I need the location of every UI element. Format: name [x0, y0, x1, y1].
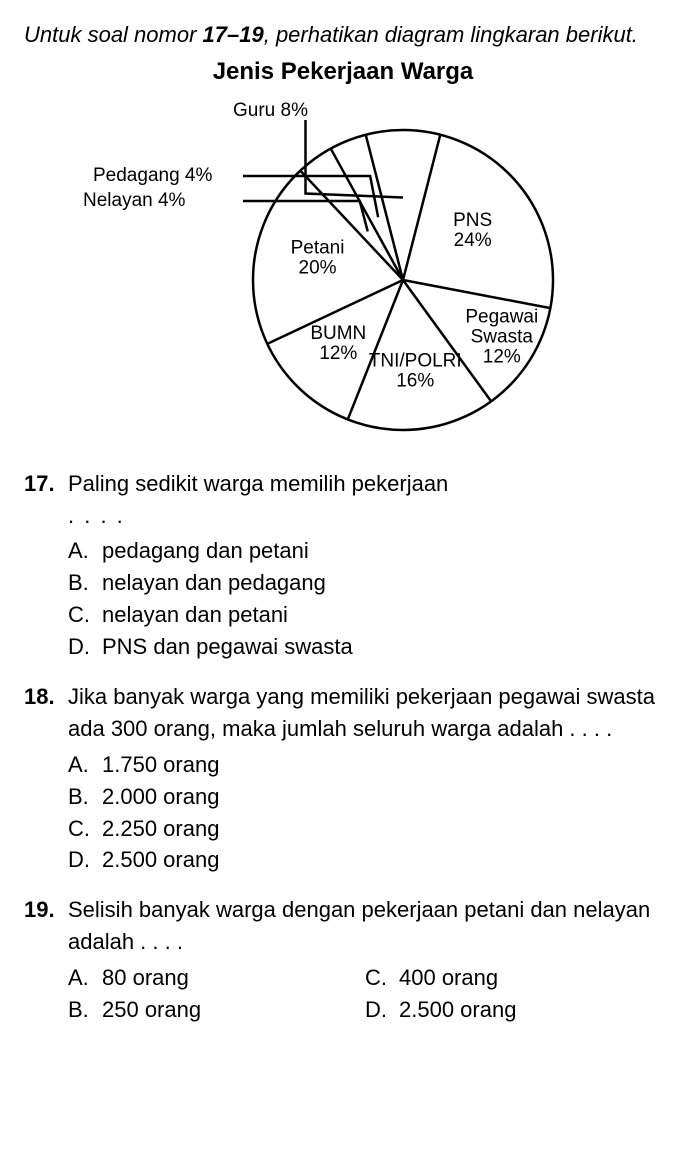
question-number: 17.	[24, 468, 68, 500]
options: A.80 orangB.250 orangC.400 orangD.2.500 …	[68, 962, 662, 1026]
instruction-text: Untuk soal nomor 17–19, perhatikan diagr…	[24, 20, 662, 50]
question-number: 18.	[24, 681, 68, 745]
option-text: 2.500 orang	[399, 994, 662, 1026]
instruction-pre: Untuk soal nomor	[24, 22, 203, 47]
option-text: PNS dan pegawai swasta	[102, 631, 662, 663]
option-d: D.2.500 orang	[365, 994, 662, 1026]
option-a: A.pedagang dan petani	[68, 535, 662, 567]
slice-label-pns: PNS24%	[453, 209, 492, 250]
option-d: D.2.500 orang	[68, 844, 662, 876]
option-letter: B.	[68, 567, 102, 599]
options: A.pedagang dan petaniB.nelayan dan pedag…	[68, 535, 662, 663]
option-letter: D.	[68, 844, 102, 876]
option-text: 2.000 orang	[102, 781, 662, 813]
option-a: A.80 orang	[68, 962, 365, 994]
option-d: D.PNS dan pegawai swasta	[68, 631, 662, 663]
pie-svg: PNS24%PegawaiSwasta12%TNI/POLRI16%BUMN12…	[243, 120, 563, 440]
trailing-dots: . . . .	[68, 500, 662, 532]
question-stem: Jika banyak warga yang memiliki pekerjaa…	[68, 681, 662, 745]
option-text: 250 orang	[102, 994, 365, 1026]
option-text: 80 orang	[102, 962, 365, 994]
option-text: 400 orang	[399, 962, 662, 994]
option-text: pedagang dan petani	[102, 535, 662, 567]
option-letter: A.	[68, 962, 102, 994]
option-letter: C.	[365, 962, 399, 994]
option-text: 2.250 orang	[102, 813, 662, 845]
options: A.1.750 orangB.2.000 orangC.2.250 orangD…	[68, 749, 662, 877]
option-b: B.nelayan dan pedagang	[68, 567, 662, 599]
instruction-post: , perhatikan diagram lingkaran berikut.	[264, 22, 638, 47]
question-18: 18.Jika banyak warga yang memiliki peker…	[24, 681, 662, 876]
option-letter: A.	[68, 749, 102, 781]
option-letter: A.	[68, 535, 102, 567]
question-number: 19.	[24, 894, 68, 958]
option-letter: D.	[365, 994, 399, 1026]
question-stem: Selisih banyak warga dengan pekerjaan pe…	[68, 894, 662, 958]
option-b: B.2.000 orang	[68, 781, 662, 813]
option-letter: C.	[68, 813, 102, 845]
chart-title: Jenis Pekerjaan Warga	[24, 58, 662, 86]
pie-chart: PNS24%PegawaiSwasta12%TNI/POLRI16%BUMN12…	[83, 90, 603, 450]
question-17: 17.Paling sedikit warga memilih pekerjaa…	[24, 468, 662, 663]
option-text: nelayan dan petani	[102, 599, 662, 631]
option-letter: B.	[68, 994, 102, 1026]
question-stem: Paling sedikit warga memilih pekerjaan	[68, 468, 662, 500]
option-c: C.nelayan dan petani	[68, 599, 662, 631]
option-a: A.1.750 orang	[68, 749, 662, 781]
ext-label-nelayan: Nelayan 4%	[83, 190, 185, 212]
option-c: C.2.250 orang	[68, 813, 662, 845]
ext-label-guru: Guru 8%	[233, 100, 308, 122]
instruction-range: 17–19	[203, 22, 264, 47]
slice-label-petani: Petani20%	[291, 237, 345, 278]
option-letter: D.	[68, 631, 102, 663]
option-text: nelayan dan pedagang	[102, 567, 662, 599]
option-letter: B.	[68, 781, 102, 813]
option-text: 1.750 orang	[102, 749, 662, 781]
option-c: C.400 orang	[365, 962, 662, 994]
ext-label-pedagang: Pedagang 4%	[93, 165, 212, 187]
question-19: 19.Selisih banyak warga dengan pekerjaan…	[24, 894, 662, 1026]
option-letter: C.	[68, 599, 102, 631]
option-b: B.250 orang	[68, 994, 365, 1026]
option-text: 2.500 orang	[102, 844, 662, 876]
